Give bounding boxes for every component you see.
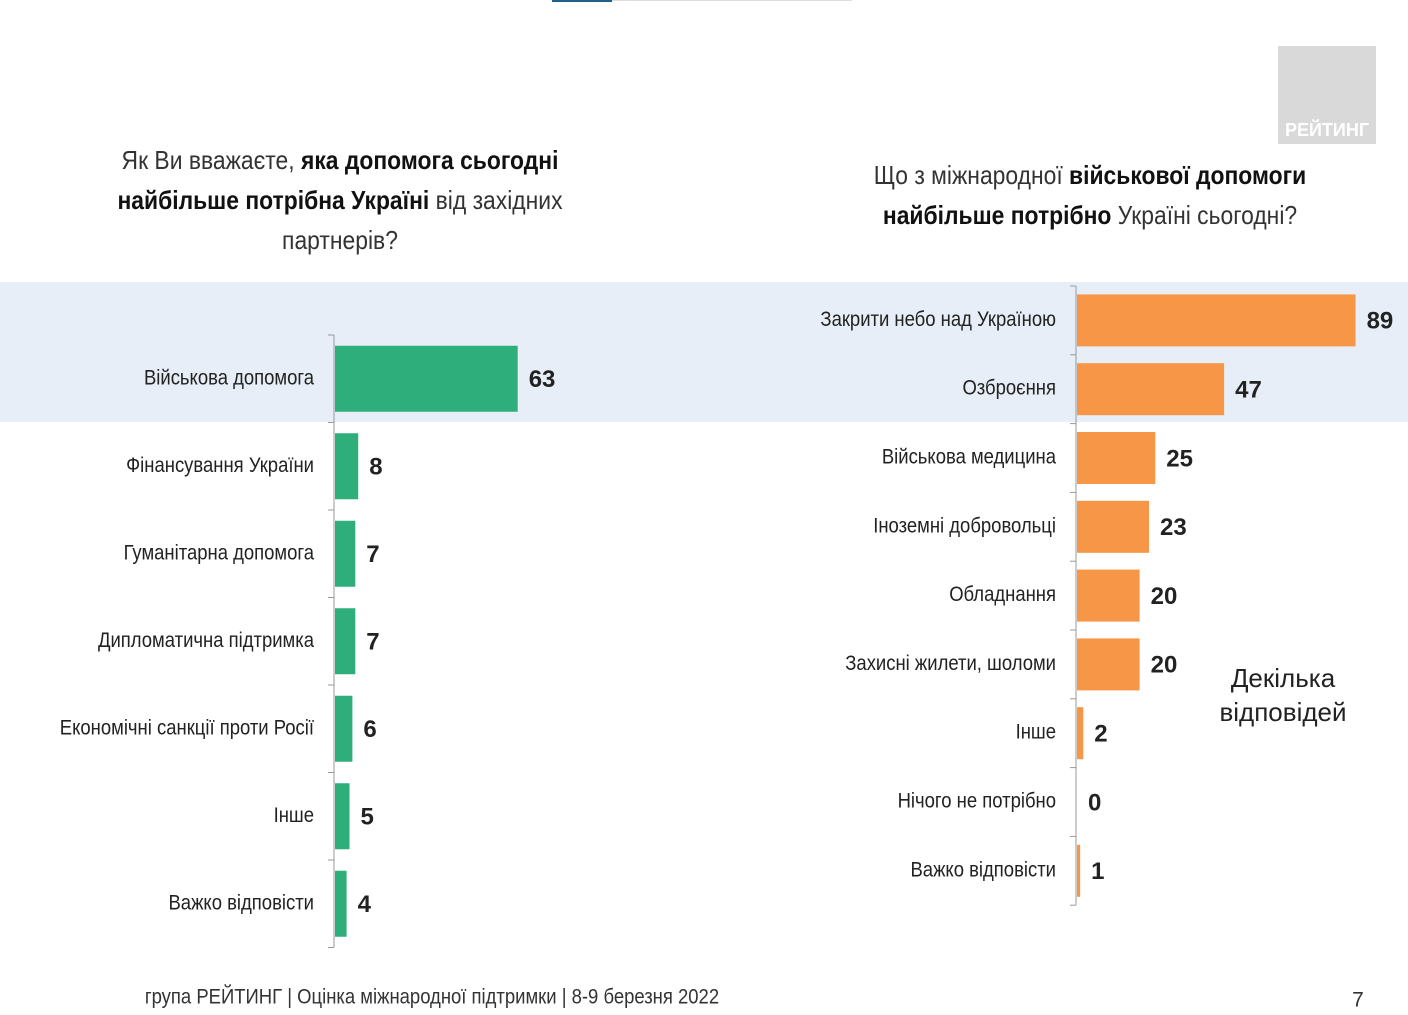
- bar: [335, 608, 356, 675]
- category-label: Обладнання: [949, 583, 1056, 606]
- data-label: 8: [369, 454, 382, 481]
- chart-title: Як Ви вважаєте, яка допомога сьогодні на…: [85, 140, 595, 260]
- data-label: 63: [529, 366, 556, 393]
- category-label: Військова медицина: [882, 445, 1056, 468]
- category-label: Економічні санкції проти Росії: [60, 716, 315, 739]
- data-label: 20: [1151, 652, 1178, 679]
- title-part: Україні сьогодні?: [1111, 200, 1298, 230]
- category-label: Закрити небо над Україною: [820, 308, 1056, 331]
- bar: [1077, 500, 1149, 553]
- footer: група РЕЙТИНГ | Оцінка міжнародної підтр…: [145, 983, 719, 1008]
- bar: [1077, 707, 1084, 760]
- data-label: 0: [1088, 789, 1101, 816]
- data-label: 4: [358, 891, 372, 918]
- data-label: 7: [366, 541, 379, 568]
- category-label: Гуманітарна допомога: [124, 541, 314, 564]
- category-label: Дипломатична підтримка: [98, 629, 314, 652]
- bar: [1077, 638, 1140, 691]
- data-label: 2: [1094, 721, 1107, 748]
- logo: РЕЙТИНГ: [1285, 119, 1369, 140]
- category-label: Інше: [274, 804, 314, 827]
- data-label: 47: [1235, 377, 1262, 404]
- category-label: Фінансування України: [126, 454, 314, 477]
- category-label: Важко відповісти: [168, 891, 314, 914]
- bar: [1077, 569, 1140, 622]
- data-label: 1: [1091, 858, 1104, 885]
- category-label: Нічого не потрібно: [898, 789, 1056, 812]
- title-part: від західних партнерів?: [282, 185, 563, 255]
- bar: [1077, 294, 1356, 347]
- category-label: Інше: [1016, 721, 1056, 744]
- bar: [335, 783, 350, 850]
- logo-box: [1278, 46, 1376, 144]
- data-label: 89: [1367, 308, 1394, 335]
- bar: [335, 695, 353, 762]
- bar: [335, 870, 347, 937]
- category-label: Озброєння: [962, 377, 1056, 400]
- bar: [1077, 363, 1225, 416]
- bar: [1077, 432, 1156, 484]
- title-part: Як Ви вважаєте,: [121, 145, 301, 175]
- category-label: Іноземні добровольці: [873, 514, 1056, 537]
- data-label: 25: [1166, 445, 1193, 472]
- data-label: 23: [1160, 514, 1187, 541]
- title-part: яка допомога сьогодні найбільше потрібна…: [117, 145, 559, 215]
- bar: [335, 520, 356, 587]
- category-label: Захисні жилети, шоломи: [845, 652, 1056, 675]
- data-label: 20: [1151, 583, 1178, 610]
- bar: [1077, 844, 1081, 897]
- data-label: 6: [363, 716, 376, 743]
- title-part: Що з міжнародної: [873, 160, 1070, 190]
- data-label: 5: [361, 804, 374, 831]
- bar: [335, 433, 359, 500]
- category-label: Військова допомога: [144, 366, 314, 389]
- annotation: Декілька відповідей: [1219, 663, 1346, 727]
- data-label: 7: [366, 629, 379, 656]
- bar: [335, 345, 518, 412]
- chart-title: Що з міжнародної військової допомоги най…: [835, 155, 1345, 235]
- title-part: військової допомоги найбільше потрібно: [882, 160, 1307, 230]
- category-label: Важко відповісти: [910, 858, 1056, 881]
- page-number: 7: [1352, 989, 1364, 1012]
